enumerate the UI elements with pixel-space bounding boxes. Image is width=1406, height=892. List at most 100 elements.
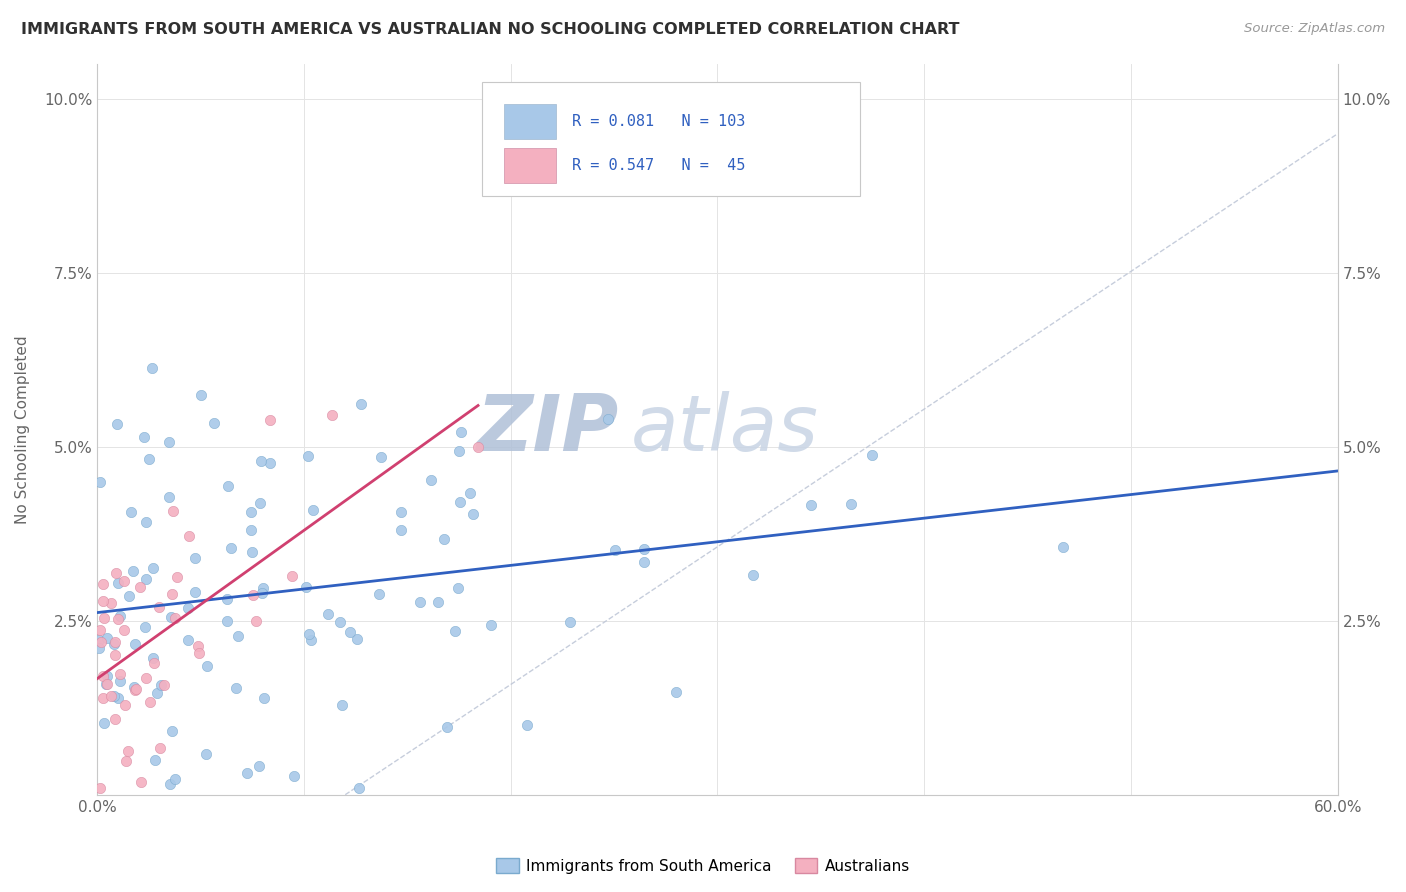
Point: [149, 740, 172, 755]
Point: [259, 456, 281, 470]
Point: [633, 541, 655, 556]
Point: [240, 545, 263, 559]
Point: [143, 753, 166, 767]
Point: [142, 561, 165, 575]
Point: [467, 440, 489, 454]
Point: [107, 612, 129, 626]
Point: [860, 448, 883, 462]
Point: [219, 541, 242, 555]
Point: [139, 695, 162, 709]
Point: [239, 523, 262, 537]
Point: [93, 715, 115, 730]
Point: [166, 570, 188, 584]
Bar: [505, 148, 557, 183]
Point: [100, 596, 122, 610]
Point: [449, 495, 471, 509]
Point: [108, 609, 131, 624]
Point: [321, 409, 343, 423]
Point: [419, 473, 441, 487]
Y-axis label: No Schooling Completed: No Schooling Completed: [15, 335, 30, 524]
Point: [118, 589, 141, 603]
Point: [349, 780, 371, 795]
Point: [159, 777, 181, 791]
Point: [259, 413, 281, 427]
Point: [124, 682, 146, 697]
Point: [350, 397, 373, 411]
Point: [741, 567, 763, 582]
Point: [104, 712, 127, 726]
Point: [157, 434, 180, 449]
Point: [104, 635, 127, 649]
Point: [330, 698, 353, 712]
Point: [89, 640, 111, 655]
Point: [249, 496, 271, 510]
Point: [103, 637, 125, 651]
Point: [160, 587, 183, 601]
Point: [250, 586, 273, 600]
Point: [177, 633, 200, 648]
Point: [108, 674, 131, 689]
Text: atlas: atlas: [631, 392, 818, 467]
Point: [450, 425, 472, 440]
Point: [93, 577, 115, 591]
Point: [90, 634, 112, 648]
Point: [89, 624, 111, 638]
Text: ZIP: ZIP: [477, 392, 619, 467]
Point: [91, 668, 114, 682]
Point: [436, 720, 458, 734]
Point: [215, 614, 238, 628]
Point: [188, 646, 211, 660]
Point: [134, 620, 156, 634]
Point: [160, 723, 183, 738]
Point: [117, 744, 139, 758]
Point: [215, 592, 238, 607]
Point: [159, 609, 181, 624]
Point: [141, 651, 163, 665]
Point: [245, 615, 267, 629]
Point: [370, 450, 392, 465]
Point: [226, 629, 249, 643]
Point: [122, 564, 145, 578]
Point: [479, 618, 502, 632]
Point: [96, 631, 118, 645]
Point: [346, 632, 368, 647]
Point: [149, 678, 172, 692]
Point: [129, 580, 152, 594]
Point: [368, 587, 391, 601]
Point: [141, 360, 163, 375]
Point: [142, 656, 165, 670]
Point: [298, 627, 321, 641]
Point: [108, 666, 131, 681]
Point: [281, 569, 304, 583]
Point: [443, 624, 465, 638]
Point: [427, 595, 450, 609]
Point: [122, 680, 145, 694]
Point: [633, 555, 655, 569]
Point: [605, 542, 627, 557]
Point: [516, 717, 538, 731]
Point: [302, 502, 325, 516]
Point: [253, 690, 276, 705]
Point: [596, 412, 619, 426]
Text: R = 0.081   N = 103: R = 0.081 N = 103: [572, 114, 745, 129]
Point: [187, 639, 209, 653]
Point: [134, 430, 156, 444]
Point: [135, 671, 157, 685]
Point: [184, 550, 207, 565]
Point: [179, 529, 201, 543]
Text: IMMIGRANTS FROM SOUTH AMERICA VS AUSTRALIAN NO SCHOOLING COMPLETED CORRELATION C: IMMIGRANTS FROM SOUTH AMERICA VS AUSTRAL…: [21, 22, 959, 37]
Point: [96, 669, 118, 683]
Point: [389, 523, 412, 537]
Point: [283, 768, 305, 782]
Point: [195, 747, 218, 762]
Point: [297, 449, 319, 463]
Point: [247, 758, 270, 772]
Point: [163, 772, 186, 787]
Point: [89, 780, 111, 795]
Point: [447, 581, 470, 595]
Point: [129, 774, 152, 789]
Point: [89, 475, 111, 490]
FancyBboxPatch shape: [482, 82, 860, 195]
Point: [252, 581, 274, 595]
Point: [433, 532, 456, 546]
